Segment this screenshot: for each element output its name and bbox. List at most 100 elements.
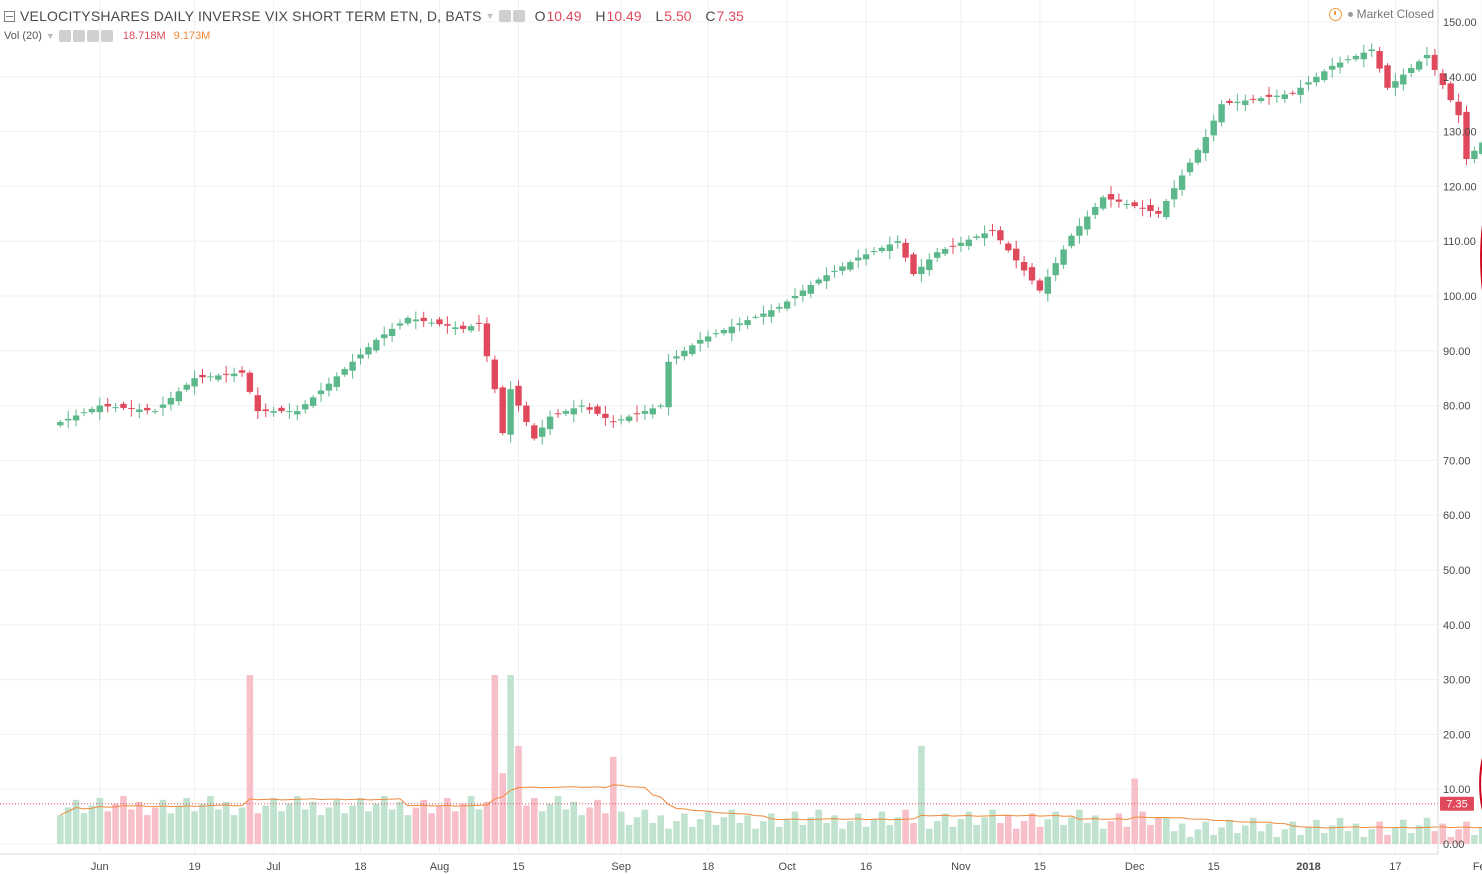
price-tick-label: 120.00 <box>1443 181 1477 193</box>
candle <box>997 230 1004 241</box>
volume-bar <box>1281 829 1289 844</box>
candle <box>238 370 246 373</box>
candle <box>404 317 412 324</box>
candle <box>1297 87 1304 95</box>
price-tick-label: 20.00 <box>1443 729 1471 741</box>
volume-bar <box>278 811 285 844</box>
volume-bar <box>1210 835 1217 844</box>
volume-bar <box>538 811 546 844</box>
volume-bar <box>1305 827 1312 844</box>
candle <box>1076 226 1083 236</box>
candle <box>175 391 182 402</box>
chevron-down-icon[interactable]: ▼ <box>485 11 495 21</box>
candle <box>1281 94 1288 99</box>
volume-bar <box>847 821 854 844</box>
price-tick-label: 150.00 <box>1443 17 1477 29</box>
candle <box>1028 267 1036 281</box>
volume-bar <box>546 803 554 844</box>
volume-bar <box>380 796 388 844</box>
volume-bar <box>981 817 988 844</box>
volume-bar <box>412 807 420 844</box>
candle <box>697 339 704 344</box>
time-tick-label: 18 <box>702 861 714 873</box>
volume-bar <box>1226 819 1233 844</box>
collapse-icon[interactable] <box>4 10 15 22</box>
volume-bar <box>1131 778 1138 844</box>
volume-bar <box>499 773 506 844</box>
candle <box>507 389 514 435</box>
candle <box>72 415 80 421</box>
candle <box>412 319 419 322</box>
volume-bar <box>1028 813 1036 844</box>
volume-bar <box>1194 829 1202 844</box>
volume-bar <box>1234 833 1241 844</box>
candle <box>128 407 135 409</box>
settings-icon[interactable] <box>498 10 511 22</box>
candle <box>1068 235 1075 247</box>
volume-bar <box>1463 821 1470 844</box>
candle <box>183 384 190 390</box>
candle <box>736 323 743 326</box>
annotation-ellipse-volume <box>1479 757 1482 811</box>
close-icon[interactable] <box>100 30 113 42</box>
volume-bar <box>1044 819 1052 844</box>
candle <box>1123 203 1130 206</box>
volume-bar <box>799 824 807 844</box>
volume-bar <box>483 801 491 844</box>
candle <box>681 350 688 357</box>
volume-bar <box>1368 829 1375 844</box>
volume-bar <box>578 815 585 844</box>
volume-bar <box>333 799 341 844</box>
chevron-down-icon[interactable]: ▼ <box>45 31 55 41</box>
candle <box>396 323 404 326</box>
candle <box>246 372 254 392</box>
volume-bar <box>120 796 127 844</box>
candle <box>80 412 88 414</box>
candle <box>1099 197 1107 209</box>
candle <box>1163 201 1170 218</box>
candle <box>1392 81 1399 88</box>
volume-bar <box>301 809 309 844</box>
settings-icon[interactable] <box>72 30 85 42</box>
eye-icon[interactable] <box>58 30 71 42</box>
candle <box>570 408 577 415</box>
candle <box>1352 55 1360 60</box>
candle <box>554 413 562 415</box>
last-price-tag <box>1440 796 1474 811</box>
volume-bar <box>1076 809 1083 844</box>
candle <box>120 403 127 408</box>
candle <box>1344 59 1352 61</box>
candle <box>989 230 996 232</box>
ohlc-values: O10.49 H10.49 L5.50 C7.35 <box>534 8 744 24</box>
candle <box>886 244 893 252</box>
candle <box>467 326 475 331</box>
volume-bar <box>286 803 293 844</box>
candle <box>349 361 356 371</box>
volume-bar <box>625 824 633 844</box>
candle <box>1005 243 1012 251</box>
volume-bar <box>926 828 933 844</box>
volume-bar <box>404 815 412 844</box>
volume-bar <box>1360 836 1368 844</box>
volume-bar <box>1005 815 1012 844</box>
volume-bar <box>1242 825 1249 844</box>
add-icon[interactable] <box>86 30 99 42</box>
candle <box>215 375 222 380</box>
volume-bar <box>183 797 190 844</box>
format-icon[interactable] <box>512 10 525 22</box>
volume-bar <box>989 809 996 844</box>
candle <box>1242 100 1249 106</box>
price-tick-label: 90.00 <box>1443 346 1471 358</box>
candle <box>586 407 593 410</box>
candle <box>618 419 625 421</box>
candle <box>444 324 451 326</box>
candle <box>1273 95 1281 97</box>
candle <box>1423 54 1431 59</box>
volume-bar <box>594 799 601 844</box>
volume-bar <box>665 828 672 844</box>
volume-bar <box>617 811 625 844</box>
volume-bar <box>341 813 348 844</box>
volume-bar <box>112 803 119 844</box>
candle <box>420 317 427 322</box>
